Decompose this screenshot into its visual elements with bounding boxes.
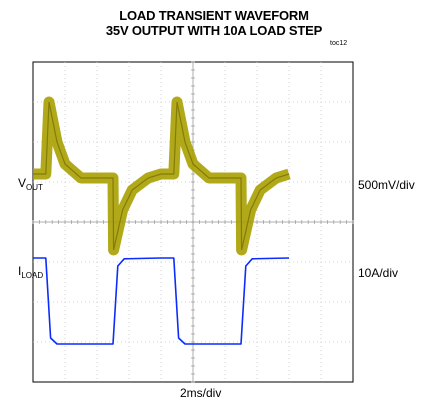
iload-scale-label: 10A/div [358, 266, 399, 280]
iload-trace [33, 257, 290, 345]
vout-trace [33, 96, 291, 256]
time-scale-label: 2ms/div [180, 386, 222, 400]
figure-code: toc12 [330, 40, 348, 47]
iload-channel-label: ILOAD [18, 264, 44, 280]
chart-title-line2: 35V OUTPUT WITH 10A LOAD STEP [105, 23, 323, 38]
chart-title-line1: LOAD TRANSIENT WAVEFORM [119, 8, 309, 23]
vout-trace-core [33, 101, 290, 251]
vout-channel-label: VOUT [18, 176, 43, 192]
vout-scale-label: 500mV/div [358, 178, 415, 192]
